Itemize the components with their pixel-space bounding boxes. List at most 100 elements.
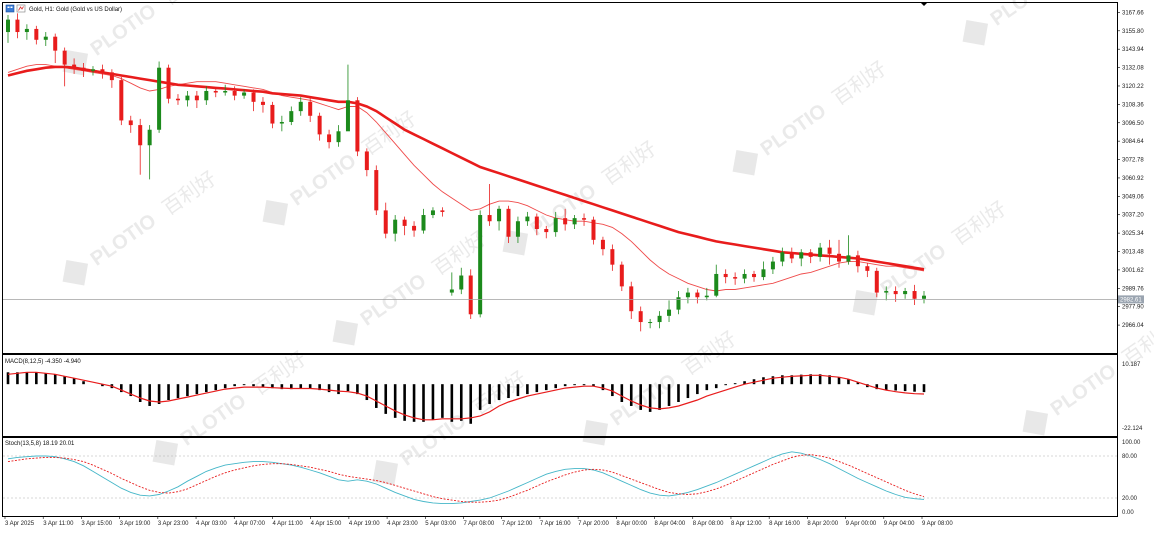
macd-signal-line xyxy=(7,371,925,421)
watermark-text: PLOTIO xyxy=(527,180,601,241)
candle xyxy=(24,24,29,40)
time-tick-label: 3 Apr 23:00 xyxy=(158,521,189,527)
candle-body xyxy=(837,253,842,262)
candle xyxy=(780,247,785,267)
candle-body xyxy=(440,210,445,212)
watermark-diamond xyxy=(152,439,179,466)
candle xyxy=(789,247,794,264)
candle xyxy=(251,89,256,112)
candle xyxy=(657,311,662,329)
candle xyxy=(629,281,634,319)
watermark-text: PLOTIO xyxy=(87,210,161,271)
watermark-cn-text: 百利好 xyxy=(598,137,660,190)
candle xyxy=(619,261,624,292)
candle-body xyxy=(175,98,180,101)
candle-body xyxy=(364,151,369,171)
candle-body xyxy=(610,249,615,265)
candle-body xyxy=(742,273,747,279)
time-tick-label: 7 Apr 12:00 xyxy=(502,521,533,527)
candle xyxy=(138,118,143,175)
candle xyxy=(733,272,738,285)
candle-body xyxy=(591,219,596,240)
candle-body xyxy=(90,69,95,71)
candle-body xyxy=(544,228,549,233)
candle xyxy=(157,61,162,133)
candle-body xyxy=(393,219,398,234)
watermark-diamond xyxy=(372,459,399,486)
candle xyxy=(468,269,473,319)
stoch-tick-label: 80.00 xyxy=(1122,454,1138,460)
shift-marker-icon[interactable] xyxy=(920,2,928,6)
candle xyxy=(232,86,237,101)
candle-body xyxy=(525,216,530,222)
watermark-diamond xyxy=(732,149,759,176)
candle xyxy=(204,86,209,105)
candle-body xyxy=(81,67,86,71)
candle xyxy=(761,261,766,281)
candle-body xyxy=(147,129,152,146)
candle-body xyxy=(629,286,634,312)
candle-body xyxy=(270,104,275,124)
macd-pane-frame xyxy=(2,354,1118,437)
candle xyxy=(478,210,483,318)
candle xyxy=(770,256,775,274)
time-tick-label: 3 Apr 11:00 xyxy=(43,521,74,527)
candle xyxy=(393,215,398,242)
candle xyxy=(317,112,322,141)
candle-body xyxy=(138,125,143,146)
candle xyxy=(336,125,341,147)
watermark-diamond xyxy=(502,229,529,256)
watermark-diamond xyxy=(262,199,289,226)
candle-body xyxy=(157,67,162,130)
candle-body xyxy=(402,219,407,226)
price-tick-label: 3167.66 xyxy=(1122,10,1144,16)
candle-body xyxy=(619,264,624,287)
candle xyxy=(714,264,719,298)
watermark-text: PLOTIO xyxy=(177,390,251,451)
candle-body xyxy=(553,218,558,233)
candle xyxy=(223,84,228,96)
candle xyxy=(912,284,917,305)
candle xyxy=(572,215,577,229)
candle xyxy=(600,236,605,256)
watermark-diamond xyxy=(852,289,879,316)
candle-body xyxy=(24,28,29,33)
candle xyxy=(327,129,332,149)
price-tick-label: 3084.64 xyxy=(1122,139,1144,145)
stoch-axis: 100.00 80.00 20.00 0.00 xyxy=(1122,440,1141,516)
watermark-text: PLOTIO xyxy=(357,270,431,331)
trade-icon[interactable] xyxy=(16,4,26,13)
candle-body xyxy=(317,115,322,135)
candle xyxy=(100,64,105,79)
price-tick-label: 3060.92 xyxy=(1122,176,1144,182)
time-tick-label: 8 Apr 08:00 xyxy=(693,521,724,527)
time-tick-label: 9 Apr 08:00 xyxy=(922,521,953,527)
candle xyxy=(62,47,67,87)
candle xyxy=(440,207,445,217)
time-tick-label: 7 Apr 08:00 xyxy=(464,521,495,527)
candle xyxy=(147,125,152,180)
time-tick-label: 4 Apr 03:00 xyxy=(196,521,227,527)
macd-tick-label: -22.124 xyxy=(1122,426,1143,432)
watermark-text: PLOTIO xyxy=(287,150,361,211)
candle-body xyxy=(808,252,813,257)
candle xyxy=(298,97,303,116)
main-pane-frame xyxy=(2,2,1118,354)
candle-body xyxy=(166,67,171,99)
candle xyxy=(364,148,369,177)
stoch-tick-label: 20.00 xyxy=(1122,496,1138,502)
price-tick-label: 3001.62 xyxy=(1122,268,1144,274)
chart-header: Gold, H1: Gold (Gold vs US Dollar) xyxy=(5,2,928,13)
candle xyxy=(676,291,681,315)
candle-body xyxy=(355,100,360,152)
candle xyxy=(865,263,870,278)
candle-body xyxy=(600,239,605,250)
candle xyxy=(279,115,284,132)
time-tick-label: 7 Apr 16:00 xyxy=(540,521,571,527)
candle-body xyxy=(430,210,435,216)
candle-body xyxy=(582,218,587,220)
candle xyxy=(412,221,417,237)
candle xyxy=(383,202,388,239)
